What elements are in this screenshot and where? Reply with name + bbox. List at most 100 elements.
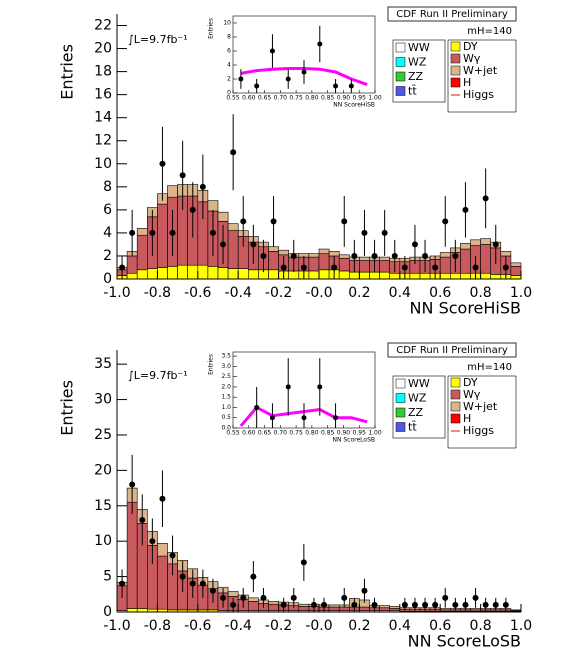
data-point <box>472 264 479 271</box>
y-tick-label: 20 <box>94 41 112 57</box>
hist-bar <box>197 264 209 280</box>
hist-bar <box>389 608 401 611</box>
hist-bar <box>126 608 138 613</box>
inset-y-tick-label: 2.0 <box>221 383 231 390</box>
data-point <box>452 252 459 259</box>
inset-point <box>285 76 291 82</box>
legend-label: DY <box>463 376 478 389</box>
hist-bar <box>449 272 461 280</box>
data-point <box>119 264 126 271</box>
data-point <box>119 580 126 587</box>
inset-x-tick-label: 0.75 <box>289 430 303 437</box>
hist-bar <box>490 274 502 280</box>
x-tick-label: 0.2 <box>348 285 370 301</box>
inset-x-tick-label: 0.95 <box>353 95 367 102</box>
data-point <box>149 538 156 545</box>
inset-x-tick-label: 0.90 <box>337 95 351 102</box>
inset-point <box>254 83 260 89</box>
hist-bar <box>126 501 138 609</box>
hist-bar <box>460 248 471 274</box>
y-axis-label: Entries <box>58 44 77 100</box>
hist-bar <box>379 260 391 273</box>
inset-point <box>333 83 339 89</box>
inset-x-tick-label: 1.00 <box>368 430 382 437</box>
hist-bar <box>177 264 189 280</box>
hist-bar <box>470 608 481 611</box>
inset-x-tick-label: 0.85 <box>321 95 335 102</box>
hist-bar <box>187 264 199 280</box>
x-tick-label: -0.4 <box>225 618 252 634</box>
data-point <box>361 229 368 236</box>
legend-swatch <box>450 65 461 76</box>
data-point <box>422 252 429 259</box>
inset-x-tick-label: 0.80 <box>305 95 319 102</box>
inset-x-tick-label: 0.70 <box>274 95 288 102</box>
hist-bar <box>460 272 471 280</box>
hist-bar <box>379 605 391 609</box>
y-tick-label: 22 <box>94 18 112 34</box>
hist-bar <box>298 603 310 607</box>
hist-bar <box>268 601 279 605</box>
inset-x-tick-label: 0.70 <box>274 430 288 437</box>
x-tick-label: 0.4 <box>389 618 411 634</box>
data-point <box>250 573 257 580</box>
hist-bar <box>308 253 320 258</box>
data-point <box>361 587 368 594</box>
lumi-label: ∫L=9.7fb⁻¹ <box>128 369 188 382</box>
hist-bar <box>328 604 340 608</box>
hist-bar <box>470 239 481 246</box>
y-tick-label: 20 <box>94 462 112 478</box>
x-tick-label: 0.4 <box>389 285 411 301</box>
legend-label: tt̄ <box>408 420 417 433</box>
data-point <box>432 601 439 608</box>
hist-bar <box>359 606 370 611</box>
hist-bar <box>510 275 522 280</box>
hist-bar <box>318 253 330 271</box>
inset-point <box>317 384 323 390</box>
hist-bar <box>419 272 431 280</box>
data-point <box>169 552 176 559</box>
inset-x-tick-label: 0.55 <box>226 430 240 437</box>
legend-swatch <box>450 377 461 388</box>
hist-bar <box>379 256 391 261</box>
legend-label: W+jet <box>463 64 498 77</box>
y-tick-label: 14 <box>94 110 112 126</box>
x-tick-label: -0.8 <box>144 618 171 634</box>
legend-swatch <box>450 41 461 52</box>
hist-bar <box>157 203 168 268</box>
y-tick-label: 15 <box>94 498 112 514</box>
data-point <box>129 481 136 488</box>
inset-x-tick-label: 0.65 <box>258 95 272 102</box>
hist-bar <box>248 601 259 611</box>
legend-swatch <box>395 57 406 67</box>
inset-x-tick-label: 0.75 <box>289 95 303 102</box>
data-point <box>422 601 429 608</box>
y-tick-label: 10 <box>94 533 112 549</box>
data-point <box>290 252 297 259</box>
inset-y-label: Entries <box>208 354 215 375</box>
x-tick-label: 0.6 <box>429 618 451 634</box>
hist-bar <box>268 251 279 271</box>
data-point <box>220 594 227 601</box>
data-point <box>371 252 378 259</box>
legend-label: WZ <box>408 392 427 405</box>
hist-bar <box>157 543 168 557</box>
inset-x-tick-label: 0.60 <box>242 95 256 102</box>
legend-swatch <box>450 413 461 424</box>
hist-bar <box>510 609 522 611</box>
data-point <box>492 241 499 248</box>
hist-bar <box>328 606 340 611</box>
legend-label: ZZ <box>408 70 424 83</box>
data-point <box>482 195 489 202</box>
inset-point <box>285 384 291 390</box>
hist-bar <box>227 268 239 280</box>
legend-label: WZ <box>408 56 427 69</box>
data-point <box>432 264 439 271</box>
legend-swatch <box>395 378 406 389</box>
inset-point <box>254 404 260 410</box>
hist-bar <box>167 266 178 280</box>
data-point <box>321 601 328 608</box>
data-point <box>442 218 449 225</box>
hist-bar <box>338 257 350 272</box>
hist-bar <box>126 255 138 274</box>
